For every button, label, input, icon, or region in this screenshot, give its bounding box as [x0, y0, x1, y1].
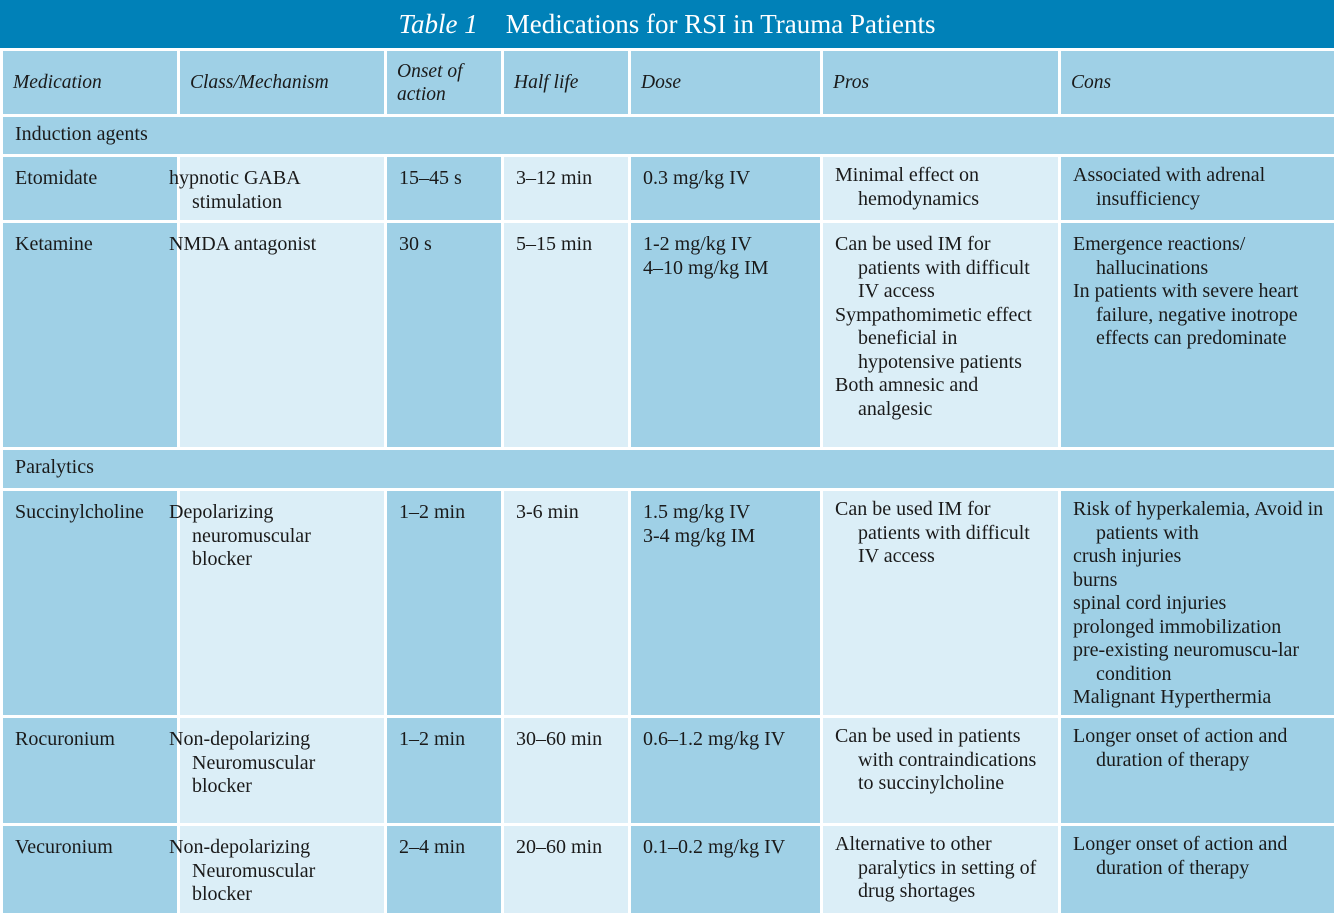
- pros-item: Both amnesic and analgesic: [835, 374, 979, 420]
- cell-dose: 0.3 mg/kg IV: [628, 154, 823, 223]
- dose-line: 0.1–0.2 mg/kg IV: [643, 836, 786, 858]
- header-onset: Onset of action: [384, 48, 504, 117]
- cons-item: Malignant Hyperthermia: [1073, 686, 1272, 708]
- table-title: Table 1 Medications for RSI in Trauma Pa…: [0, 0, 1334, 48]
- cell-cons: Associated with adrenal insufficiency: [1058, 154, 1334, 223]
- cell-medication: Succinylcholine: [0, 488, 180, 718]
- pros-item: Can be used in patients with contraindic…: [835, 725, 1037, 794]
- cell-pros: Can be used IM for patients with difficu…: [820, 488, 1061, 718]
- cell-class: Depolarizing neuromuscular blocker: [169, 488, 387, 718]
- dose-line: 4–10 mg/kg IM: [643, 256, 769, 279]
- cons-item: In patients with severe heart failure, n…: [1073, 280, 1299, 349]
- cell-onset: 1–2 min: [384, 715, 504, 826]
- table-row: Vecuronium Non-depolarizing Neuromuscula…: [0, 823, 1334, 916]
- cons-item: Emergence reactions/ hallucinations: [1073, 233, 1246, 279]
- pros-item: Alternative to other paralytics in setti…: [835, 833, 1037, 902]
- table-number: Table 1: [398, 8, 478, 39]
- header-cons: Cons: [1058, 48, 1334, 117]
- cons-item: Associated with adrenal insufficiency: [1073, 164, 1266, 210]
- header-half-life: Half life: [501, 48, 631, 117]
- cell-cons: Emergence reactions/ hallucinations In p…: [1058, 220, 1334, 450]
- table-title-text: Medications for RSI in Trauma Patients: [505, 8, 936, 39]
- dose-line: 0.6–1.2 mg/kg IV: [643, 728, 786, 750]
- cell-pros: Can be used in patients with contraindic…: [820, 715, 1061, 826]
- pros-item: Can be used IM for patients with difficu…: [835, 233, 1030, 302]
- header-dose: Dose: [628, 48, 823, 117]
- cell-onset: 2–4 min: [384, 823, 504, 916]
- dose-line: 0.3 mg/kg IV: [643, 167, 751, 189]
- cell-half-life: 20–60 min: [501, 823, 631, 916]
- dose-line: 3-4 mg/kg IM: [643, 524, 756, 547]
- cell-medication: Ketamine: [0, 220, 180, 450]
- table-row: Etomidate hypnotic GABA stimulation 15–4…: [0, 154, 1334, 223]
- cell-onset: 30 s: [384, 220, 504, 450]
- pros-item: Minimal effect on hemodynamics: [835, 164, 980, 210]
- cell-dose: 1-2 mg/kg IV 4–10 mg/kg IM: [628, 220, 823, 450]
- cons-item: Longer onset of action and duration of t…: [1073, 833, 1288, 879]
- cell-dose: 1.5 mg/kg IV 3-4 mg/kg IM: [628, 488, 823, 718]
- section-label: Paralytics: [0, 447, 1334, 491]
- cons-item: crush injuries: [1073, 545, 1182, 567]
- header-row: Medication Class/Mechanism Onset of acti…: [0, 48, 1334, 117]
- section-label: Induction agents: [0, 114, 1334, 157]
- cell-onset: 1–2 min: [384, 488, 504, 718]
- cell-class: Non-depolarizing Neuromuscular blocker: [169, 715, 387, 826]
- cons-item: spinal cord injuries: [1073, 592, 1227, 614]
- cell-cons: Longer onset of action and duration of t…: [1058, 715, 1334, 826]
- dose-line: 1.5 mg/kg IV: [643, 501, 751, 523]
- cell-half-life: 3–12 min: [501, 154, 631, 223]
- dose-line: 1-2 mg/kg IV: [643, 233, 752, 255]
- cell-medication: Etomidate: [0, 154, 180, 223]
- section-row: Paralytics: [0, 447, 1334, 491]
- table-row: Rocuronium Non-depolarizing Neuromuscula…: [0, 715, 1334, 826]
- section-row: Induction agents: [0, 114, 1334, 157]
- cell-medication: Rocuronium: [0, 715, 180, 826]
- cons-item: Risk of hyperkalemia, Avoid in patients …: [1073, 498, 1324, 544]
- cell-pros: Alternative to other paralytics in setti…: [820, 823, 1061, 916]
- cell-pros: Can be used IM for patients with difficu…: [820, 220, 1061, 450]
- pros-item: Sympathomimetic effect beneficial in hyp…: [835, 303, 1032, 373]
- medications-table: Medication Class/Mechanism Onset of acti…: [0, 48, 1334, 916]
- cell-dose: 0.6–1.2 mg/kg IV: [628, 715, 823, 826]
- header-pros: Pros: [820, 48, 1061, 117]
- cell-class: NMDA antagonist: [169, 220, 387, 450]
- cell-onset: 15–45 s: [384, 154, 504, 223]
- cell-half-life: 30–60 min: [501, 715, 631, 826]
- header-medication: Medication: [0, 48, 180, 117]
- header-class: Class/Mechanism: [177, 48, 387, 117]
- cell-medication: Vecuronium: [0, 823, 180, 916]
- cell-half-life: 5–15 min: [501, 220, 631, 450]
- cell-class: Non-depolarizing Neuromuscular blocker: [169, 823, 387, 916]
- cons-item: pre-existing neuromuscu-lar condition: [1073, 639, 1300, 685]
- cell-class: hypnotic GABA stimulation: [169, 154, 387, 223]
- table-row: Succinylcholine Depolarizing neuromuscul…: [0, 488, 1334, 718]
- cons-item: burns: [1073, 568, 1118, 591]
- cell-cons: Risk of hyperkalemia, Avoid in patients …: [1058, 488, 1334, 718]
- cell-cons: Longer onset of action and duration of t…: [1058, 823, 1334, 916]
- cell-pros: Minimal effect on hemodynamics: [820, 154, 1061, 223]
- cell-dose: 0.1–0.2 mg/kg IV: [628, 823, 823, 916]
- cons-item: prolonged immobilization: [1073, 615, 1282, 638]
- cell-half-life: 3-6 min: [501, 488, 631, 718]
- table-row: Ketamine NMDA antagonist 30 s 5–15 min 1…: [0, 220, 1334, 450]
- pros-item: Can be used IM for patients with difficu…: [835, 498, 1030, 567]
- cons-item: Longer onset of action and duration of t…: [1073, 725, 1288, 771]
